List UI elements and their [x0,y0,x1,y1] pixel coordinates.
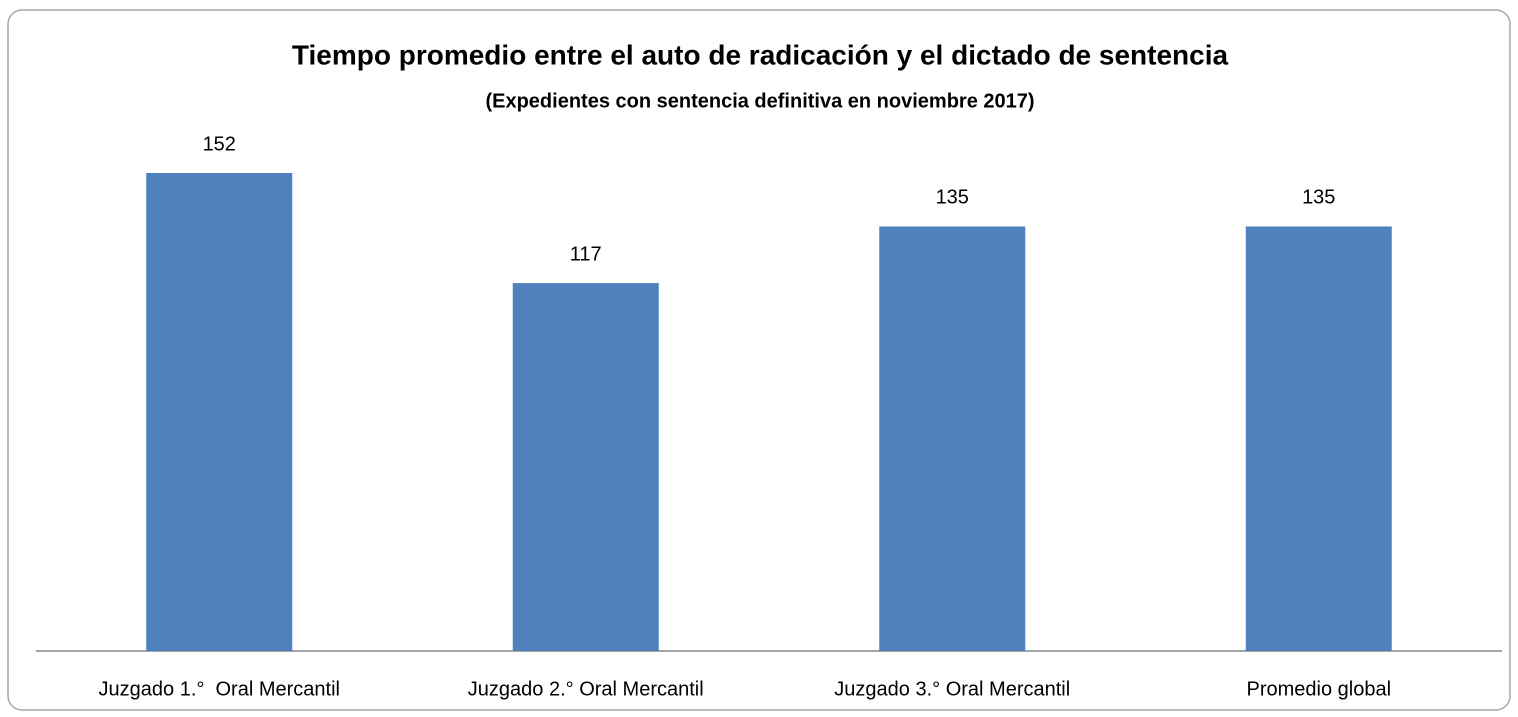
value-label: 135 [1302,187,1335,209]
chart-subtitle: (Expedientes con sentencia definitiva en… [485,90,1034,112]
bar [146,173,293,651]
x-tick-label: Promedio global [1246,678,1391,700]
value-label: 117 [570,243,602,265]
value-label: 135 [936,187,969,209]
bar [879,226,1026,652]
bar [512,283,659,651]
x-tick-label: Juzgado 3.° Oral Mercantil [834,678,1070,700]
bar [1245,226,1392,652]
chart-border [7,9,1511,711]
x-tick-label: Juzgado 1.° Oral Mercantil [99,678,340,700]
chart-title: Tiempo promedio entre el auto de radicac… [292,39,1229,70]
x-tick-label: Juzgado 2.° Oral Mercantil [468,678,704,700]
value-label: 152 [203,133,236,155]
